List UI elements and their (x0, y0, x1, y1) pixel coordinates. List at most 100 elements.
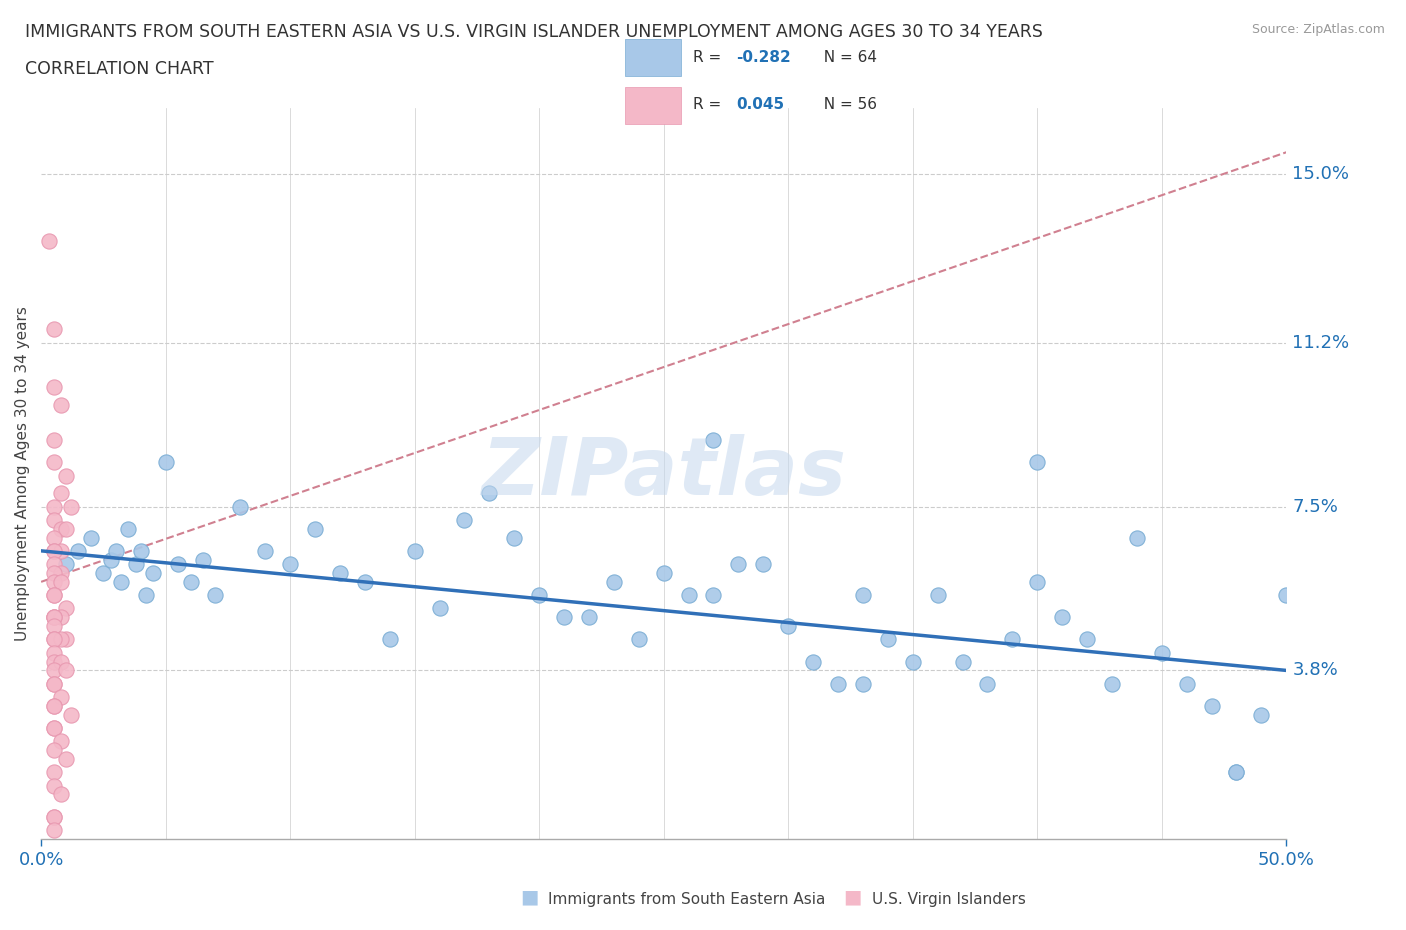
Point (42, 721, 65, 736)
Point (603, 575, 626, 590)
Point (49, 689, 72, 704)
Point (453, 512, 475, 527)
Point (80, 530, 103, 545)
Point (1076, 632, 1098, 647)
Point (42, 455, 65, 470)
Point (55, 663, 77, 678)
Point (42, 575, 65, 590)
Point (42, 764, 65, 779)
Point (429, 601, 451, 616)
Point (1001, 632, 1024, 647)
Point (578, 610, 600, 625)
Point (254, 543, 277, 558)
Point (42, 543, 65, 558)
Point (42, 809, 65, 824)
Point (59, 499, 82, 514)
Point (752, 557, 775, 572)
Point (1225, 764, 1247, 779)
Point (1126, 530, 1149, 545)
Bar (624, 86, 681, 125)
Point (1175, 676, 1198, 691)
Point (42, 632, 65, 647)
Text: R =: R = (693, 98, 725, 113)
Point (852, 588, 875, 603)
Point (42, 588, 65, 603)
Point (42, 698, 65, 713)
Point (49, 565, 72, 580)
Point (42, 610, 65, 625)
Point (93, 565, 115, 580)
Point (727, 557, 749, 572)
Point (42, 557, 65, 572)
Point (67, 543, 90, 558)
Point (42, 778, 65, 793)
Point (104, 543, 127, 558)
Point (49, 734, 72, 749)
Point (42, 565, 65, 580)
Point (42, 610, 65, 625)
Point (852, 676, 875, 691)
Point (49, 787, 72, 802)
Point (42, 721, 65, 736)
Point (304, 521, 326, 536)
Point (55, 601, 77, 616)
Text: ■: ■ (520, 888, 538, 907)
Point (155, 455, 177, 470)
Point (191, 552, 214, 567)
Point (55, 468, 77, 483)
Text: 15.0%: 15.0% (1292, 166, 1350, 183)
Point (42, 809, 65, 824)
Text: Source: ZipAtlas.com: Source: ZipAtlas.com (1251, 23, 1385, 36)
Point (1050, 610, 1073, 625)
Point (180, 575, 202, 590)
Point (42, 654, 65, 669)
Point (42, 432, 65, 447)
Point (110, 575, 132, 590)
Point (42, 530, 65, 545)
Point (1201, 698, 1223, 713)
Point (55, 751, 77, 766)
Point (49, 485, 72, 500)
Text: U.S. Virgin Islanders: U.S. Virgin Islanders (872, 892, 1025, 907)
Point (901, 654, 924, 669)
Text: R =: R = (693, 50, 725, 65)
Point (167, 557, 190, 572)
Point (49, 654, 72, 669)
Text: 3.8%: 3.8% (1292, 661, 1339, 680)
Point (1026, 455, 1049, 470)
Point (42, 676, 65, 691)
Point (125, 557, 148, 572)
Point (353, 575, 375, 590)
Point (404, 543, 426, 558)
Text: N = 56: N = 56 (814, 98, 876, 113)
Point (778, 618, 800, 633)
Point (1026, 575, 1049, 590)
Point (204, 588, 226, 603)
Point (927, 588, 949, 603)
Point (42, 618, 65, 633)
Point (59, 707, 82, 722)
Point (49, 543, 72, 558)
Point (827, 676, 849, 691)
Bar (624, 39, 681, 76)
Text: CORRELATION CHART: CORRELATION CHART (25, 60, 214, 78)
Point (42, 543, 65, 558)
Point (678, 588, 700, 603)
Point (135, 588, 157, 603)
Point (42, 512, 65, 527)
Text: 11.2%: 11.2% (1292, 334, 1350, 352)
Y-axis label: Unemployment Among Ages 30 to 34 years: Unemployment Among Ages 30 to 34 years (15, 306, 30, 641)
Point (42, 663, 65, 678)
Point (49, 610, 72, 625)
Point (49, 397, 72, 412)
Point (100, 552, 122, 567)
Point (55, 557, 77, 572)
Point (1250, 707, 1272, 722)
Point (117, 521, 139, 536)
Point (478, 485, 501, 500)
Point (527, 588, 550, 603)
Point (1225, 764, 1247, 779)
Point (1101, 676, 1123, 691)
Point (1275, 588, 1298, 603)
Point (553, 610, 575, 625)
